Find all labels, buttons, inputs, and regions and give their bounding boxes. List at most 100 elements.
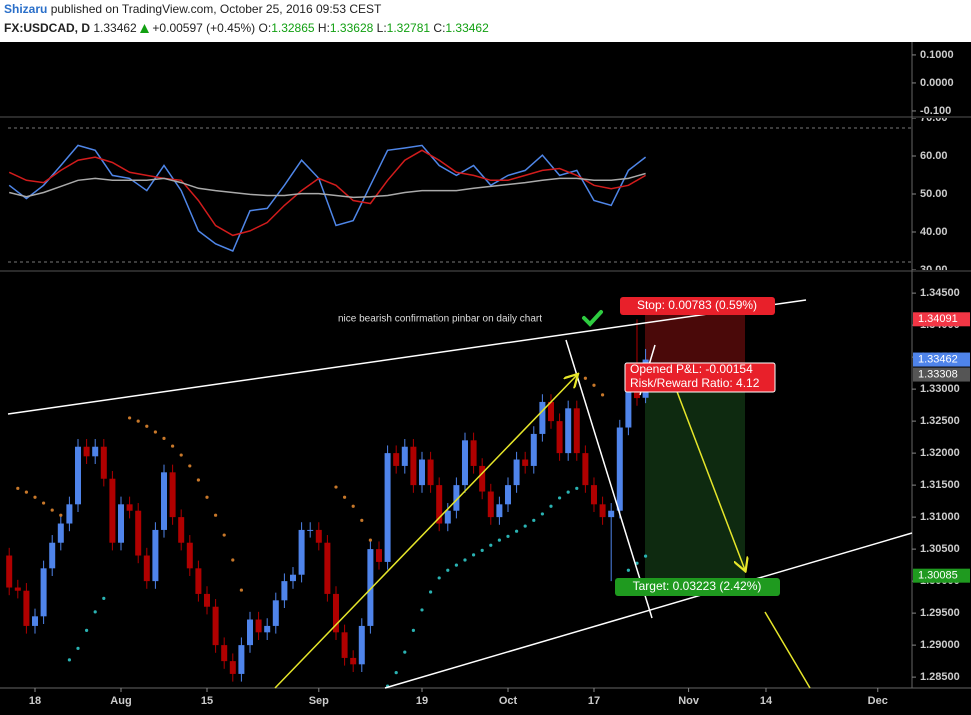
sar-dot [42,501,46,505]
x-tick-label: Dec [868,695,888,707]
y-tick-label: 1.31500 [920,479,960,491]
candle-body [487,491,494,518]
sar-dot [351,504,355,508]
sar-dot [403,650,407,654]
sar-dot [411,628,415,633]
price-marker [913,352,970,367]
sar-dot [76,646,80,650]
candle-body [504,485,511,505]
x-tick-label: 19 [416,695,428,707]
trend-line [7,299,807,415]
candle-body [358,625,365,665]
x-tick-label: 15 [201,695,213,707]
candle-body [238,645,245,674]
header-line: FX:USDCAD, D 1.33462 +0.00597 (+0.45%) O… [4,21,489,35]
x-tick-label: 18 [29,695,41,707]
sar-dot [471,553,476,557]
candle-body [118,504,124,543]
y-tick-label: 1.28500 [920,671,960,683]
candle-body [375,549,382,562]
x-tick-label: 14 [760,695,773,707]
candle-body [436,485,443,524]
candle-body [539,401,546,434]
stop-label: Stop: 0.00783 (0.59%) [637,298,757,312]
oscillator-panel [8,144,647,252]
y-tick-label: 70.00 [920,112,948,124]
y-axis: 30.00 40.00 50.00 60.00 70.00 [912,112,948,270]
sar-dot [50,508,54,512]
trend-line [565,339,653,619]
candle-body [126,504,133,511]
axes: 1.345001.340001.335001.330001.325001.320… [29,49,970,707]
candle-body [608,510,615,518]
sar-dot [635,561,639,565]
candle-body [83,446,90,457]
candle-body [401,446,408,466]
sar-dot [566,490,570,494]
l-label: L: [376,21,387,35]
sar-dot [67,658,72,662]
candle-body [522,459,529,466]
candle-body [272,600,279,626]
y-tick-label: 50.00 [920,188,948,200]
candle-body [32,616,39,626]
sar-dot [162,436,166,440]
sar-dot [136,419,140,423]
y-tick-label: 1.32500 [920,415,960,427]
y-axis: 0.1000 0.0000 -0.100 [912,49,954,116]
candle-body [556,421,563,454]
x-tick-label: 17 [588,695,600,707]
arrow [274,375,577,689]
price-panel [6,319,649,688]
sar-dot [583,376,587,380]
sar-dot [33,495,37,499]
sar-dot [446,568,450,572]
candle-body [461,440,468,486]
price-marker-label: 1.33308 [918,368,958,380]
sar-dot [540,512,544,516]
x-tick-label: Oct [499,695,518,707]
trend-line [384,532,913,689]
candle-body [40,568,47,617]
sar-dot [394,671,398,675]
sar-dot [600,393,605,397]
sar-dot [188,464,192,468]
sar-dot [480,548,484,553]
sar-dot [145,424,149,428]
candle-body [616,427,623,511]
sar-dot [532,518,536,522]
candle-body [160,472,167,530]
sar-dot [334,485,338,489]
candle-body [92,446,99,457]
candle-body [135,510,142,556]
candle-body [513,459,520,486]
header: Shizaru published on TradingView.com, Oc… [0,0,971,42]
symbol: FX:USDCAD, D [4,21,90,35]
y-tick-label: 40.00 [920,226,948,238]
sar-dot [428,590,433,594]
c-label: C: [433,21,446,35]
candle-body [565,408,572,454]
sar-dot [93,610,97,614]
candle-body [143,555,150,582]
sar-dot [85,628,89,633]
arrow [667,367,745,570]
sar-dot [463,558,467,562]
indicator-line [8,149,646,237]
y-tick-label: 1.32000 [920,447,960,459]
price-marker-label: 1.33462 [918,353,958,365]
candle-body [281,581,288,601]
candle-body [186,542,193,569]
change: +0.00597 (+0.45%) [152,21,256,35]
sar-dot [626,568,630,572]
sar-dot [489,543,493,547]
y-tick-label: 0.1000 [920,49,954,61]
y-tick-label: 1.34500 [920,287,960,299]
candle-body [57,523,64,543]
rr-label: Risk/Reward Ratio: 4.12 [630,376,760,390]
candle-body [418,459,425,486]
candle-body [470,440,477,466]
sar-dot [222,533,226,537]
h-label: H: [317,21,330,35]
sar-dot [196,478,200,482]
